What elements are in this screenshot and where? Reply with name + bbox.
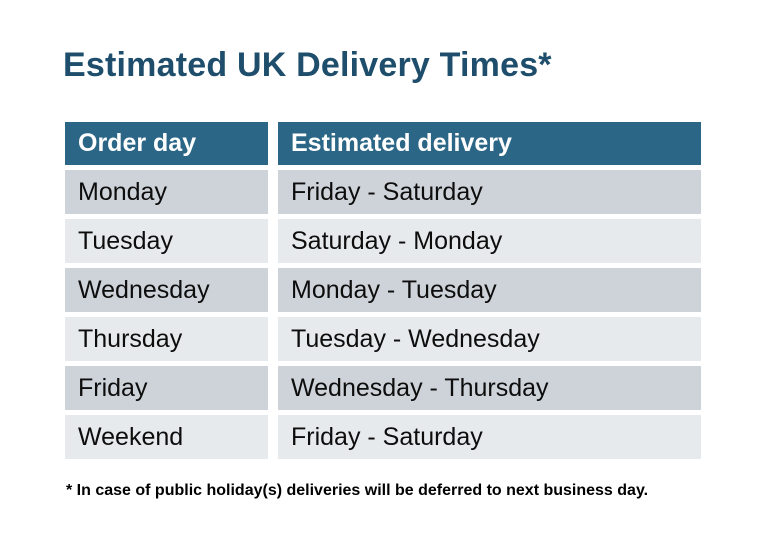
table-cell-estimated-delivery: Monday - Tuesday — [278, 268, 701, 312]
table-cell-estimated-delivery: Tuesday - Wednesday — [278, 317, 701, 361]
table-cell-order-day: Thursday — [65, 317, 268, 361]
delivery-times-table: Order day Estimated delivery Monday Frid… — [65, 122, 701, 459]
page-title: Estimated UK Delivery Times* — [63, 46, 552, 84]
table-cell-estimated-delivery: Saturday - Monday — [278, 219, 701, 263]
table-cell-estimated-delivery: Friday - Saturday — [278, 170, 701, 214]
table-cell-order-day: Wednesday — [65, 268, 268, 312]
table-cell-order-day: Tuesday — [65, 219, 268, 263]
table-cell-estimated-delivery: Friday - Saturday — [278, 415, 701, 459]
public-holiday-footnote: * In case of public holiday(s) deliverie… — [66, 482, 649, 499]
column-header-order-day: Order day — [65, 122, 268, 165]
table-cell-order-day: Monday — [65, 170, 268, 214]
table-cell-order-day: Weekend — [65, 415, 268, 459]
table-cell-estimated-delivery: Wednesday - Thursday — [278, 366, 701, 410]
column-header-estimated-delivery: Estimated delivery — [278, 122, 701, 165]
table-cell-order-day: Friday — [65, 366, 268, 410]
